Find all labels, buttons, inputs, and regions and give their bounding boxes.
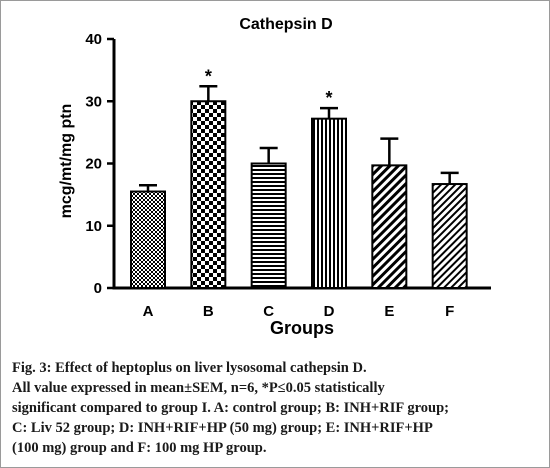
significance-mark-B: * <box>205 66 212 86</box>
y-tick-label-1: 10 <box>85 218 102 235</box>
x-tick-label-E: E <box>384 303 394 320</box>
y-tick-label-3: 30 <box>85 93 102 110</box>
caption-line-4: C: Liv 52 group; D: INH+RIF+HP (50 mg) g… <box>12 420 433 436</box>
significance-mark-D: * <box>325 88 332 108</box>
y-axis-label: mcg/mt/mg ptn <box>58 104 75 219</box>
x-tick-label-B: B <box>203 303 214 320</box>
x-axis-label: Groups <box>270 318 334 338</box>
bar-B <box>190 100 227 289</box>
caption-line-2: All value expressed in mean±SEM, n=6, *P… <box>12 380 385 396</box>
bar-C <box>250 162 287 289</box>
figure-caption: Fig. 3: Effect of heptoplus on liver lys… <box>12 358 540 458</box>
x-tick-label-C: C <box>263 303 274 320</box>
caption-line-3: significant compared to group I. A: cont… <box>12 400 449 416</box>
chart-title: Cathepsin D <box>239 16 332 33</box>
plot-area: 0 10 20 30 40 A * B C * D E F <box>85 31 491 320</box>
bar-chart: Cathepsin D mcg/mt/mg ptn Groups 0 10 20 30… <box>58 16 491 338</box>
y-axis-label-group: mcg/mt/mg ptn <box>58 104 75 219</box>
caption-line-1: Fig. 3: Effect of heptoplus on liver lys… <box>12 360 367 376</box>
y-tick-label-4: 40 <box>85 31 102 48</box>
caption-line-5: (100 mg) group and F: 100 mg HP group. <box>12 440 267 456</box>
x-tick-label-A: A <box>143 303 154 320</box>
bar-E <box>371 164 408 289</box>
bar-F <box>431 183 468 289</box>
bar-A <box>130 190 166 289</box>
bar-D <box>311 117 347 290</box>
x-tick-label-D: D <box>324 303 335 320</box>
x-tick-label-F: F <box>445 303 454 320</box>
y-tick-label-0: 0 <box>94 280 102 297</box>
y-tick-label-2: 20 <box>85 156 102 173</box>
